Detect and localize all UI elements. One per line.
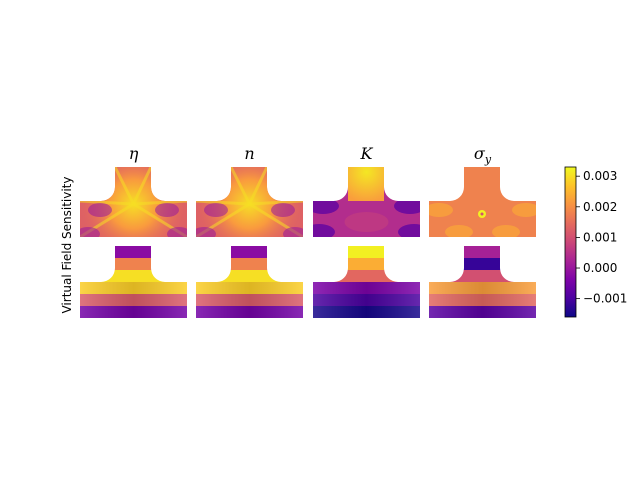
panel-row2-sigma_y bbox=[429, 246, 536, 318]
field-low-spot bbox=[398, 224, 420, 237]
band-neck bbox=[429, 258, 536, 271]
colorbar-tick-label: −0.001 bbox=[583, 292, 627, 306]
panel-row2-K bbox=[313, 246, 420, 318]
field-low-spot bbox=[394, 198, 420, 214]
colorbar-ticks: −0.001 0.000 0.001 0.002 0.003 bbox=[576, 169, 627, 306]
field-low-spot bbox=[271, 203, 295, 217]
colorbar-bar bbox=[564, 166, 577, 318]
field-hotspot-core bbox=[480, 212, 484, 216]
column-title-subscript: y bbox=[484, 153, 492, 166]
band-neck bbox=[429, 246, 536, 259]
band-neck bbox=[313, 258, 420, 271]
band-neck bbox=[80, 246, 187, 259]
field-low-spot bbox=[313, 224, 335, 237]
colorbar-tick-label: 0.002 bbox=[583, 200, 617, 214]
panel-row2-n bbox=[196, 246, 303, 318]
colorbar-tick-label: 0.000 bbox=[583, 261, 617, 275]
panel-row1-K bbox=[313, 167, 420, 237]
panel-row1-n bbox=[196, 167, 303, 237]
band-neck bbox=[196, 270, 303, 283]
field-ray bbox=[133, 199, 187, 206]
panel-row1-eta bbox=[80, 167, 187, 237]
field-ray bbox=[80, 199, 134, 206]
field-ray bbox=[196, 199, 250, 206]
field-low-spot bbox=[80, 227, 100, 237]
column-title-symbol: K bbox=[360, 144, 374, 163]
panel-row1-sigma_y bbox=[429, 167, 536, 237]
band-shading bbox=[196, 282, 303, 318]
field-low-spot bbox=[167, 227, 187, 237]
panel-row2-eta bbox=[80, 246, 187, 318]
field-low-spot bbox=[313, 198, 339, 214]
band-shading bbox=[429, 282, 536, 318]
band-neck bbox=[313, 246, 420, 259]
field-ray bbox=[113, 167, 135, 205]
field-light-spot bbox=[445, 225, 473, 237]
band-shading bbox=[80, 282, 187, 318]
field-light-spot bbox=[512, 203, 536, 217]
field-ray bbox=[249, 199, 303, 206]
field-neck bbox=[348, 167, 384, 201]
band-neck bbox=[196, 246, 303, 259]
column-title-n: n bbox=[244, 144, 254, 163]
field-low-spot bbox=[155, 203, 179, 217]
field-low-spot bbox=[196, 227, 216, 237]
colorbar-tick-label: 0.003 bbox=[583, 169, 617, 183]
field-mid-spot bbox=[344, 212, 389, 232]
band-neck bbox=[196, 258, 303, 271]
band-neck bbox=[80, 258, 187, 271]
panels bbox=[80, 167, 536, 318]
field-low-spot bbox=[204, 203, 228, 217]
field-ray bbox=[132, 167, 153, 205]
field-ray bbox=[229, 167, 251, 205]
field-base bbox=[429, 167, 536, 237]
band-neck bbox=[313, 270, 420, 283]
y-axis-label: Virtual Field Sensitivity bbox=[60, 176, 74, 313]
column-title-eta: η bbox=[129, 144, 139, 163]
field-low-spot bbox=[88, 203, 112, 217]
band-neck bbox=[80, 270, 187, 283]
column-title-K: K bbox=[360, 144, 374, 163]
field-light-spot bbox=[492, 225, 520, 237]
band-shading bbox=[313, 282, 420, 318]
column-title-symbol: η bbox=[129, 144, 139, 163]
field-low-spot bbox=[283, 227, 303, 237]
column-title-sigma_y: σy bbox=[474, 144, 492, 166]
band-neck bbox=[429, 270, 536, 283]
field-light-spot bbox=[429, 203, 453, 217]
colorbar-tick-label: 0.001 bbox=[583, 230, 617, 244]
colorbar: −0.001 0.000 0.001 0.002 0.003 bbox=[564, 166, 627, 318]
field-ray bbox=[248, 167, 269, 205]
column-title-symbol: n bbox=[244, 144, 254, 163]
column-title-symbol: σ bbox=[474, 144, 486, 163]
